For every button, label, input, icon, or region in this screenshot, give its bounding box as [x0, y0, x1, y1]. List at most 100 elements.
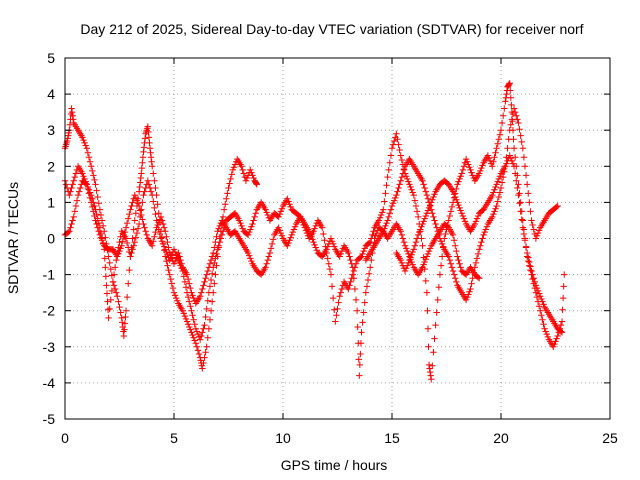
data-point	[554, 332, 561, 340]
data-point	[267, 245, 275, 252]
data-point	[449, 267, 457, 275]
data-point	[430, 349, 437, 356]
data-point	[287, 203, 294, 211]
data-point	[313, 247, 320, 254]
x-tick-label: 20	[493, 430, 509, 446]
data-point	[179, 307, 186, 314]
data-point	[143, 231, 150, 239]
data-point	[131, 238, 138, 246]
data-point	[426, 365, 433, 372]
data-point	[484, 152, 492, 159]
data-point	[517, 208, 524, 215]
data-point	[162, 246, 169, 253]
data-point	[468, 280, 475, 287]
data-point	[218, 231, 226, 239]
data-point	[189, 312, 196, 319]
data-point	[472, 218, 480, 225]
data-point	[409, 248, 416, 256]
data-point	[136, 183, 143, 191]
data-point	[351, 285, 359, 293]
data-point	[86, 194, 94, 202]
data-point	[62, 181, 70, 188]
data-point	[190, 294, 197, 302]
data-point	[414, 231, 422, 239]
data-point	[72, 170, 80, 177]
data-point	[111, 285, 119, 293]
data-point	[405, 178, 412, 185]
data-point	[199, 285, 206, 293]
data-point	[459, 166, 467, 174]
data-point	[526, 199, 533, 206]
series-track2	[61, 80, 568, 383]
data-point	[406, 256, 413, 264]
data-point	[199, 329, 206, 336]
data-point	[338, 247, 346, 255]
data-point	[477, 242, 484, 249]
data-point	[413, 208, 421, 215]
data-point	[229, 166, 237, 174]
data-point	[334, 305, 341, 313]
data-point	[324, 255, 331, 262]
data-point	[407, 254, 414, 261]
data-point	[388, 145, 396, 152]
data-point	[92, 181, 99, 188]
data-point	[138, 170, 145, 177]
data-point	[212, 271, 219, 278]
data-point	[141, 188, 148, 195]
data-point	[426, 368, 434, 376]
data-point	[277, 229, 285, 237]
data-point	[420, 261, 427, 268]
data-point	[172, 294, 180, 302]
data-point	[530, 226, 537, 233]
data-point	[539, 298, 546, 305]
data-point	[116, 238, 123, 246]
data-point	[445, 217, 452, 224]
data-point	[511, 154, 519, 161]
data-point	[132, 210, 140, 217]
data-point	[215, 242, 222, 249]
data-point	[137, 179, 144, 186]
data-point	[152, 184, 159, 192]
data-point	[127, 206, 134, 213]
y-tick-label: -1	[43, 267, 56, 283]
data-point	[453, 247, 460, 255]
data-point	[359, 319, 366, 326]
data-point	[395, 184, 402, 192]
data-point	[505, 136, 512, 143]
data-point	[352, 296, 360, 304]
data-point	[97, 234, 105, 241]
data-point	[376, 214, 384, 221]
data-point	[151, 177, 158, 184]
data-point	[400, 238, 408, 246]
data-point	[426, 245, 434, 252]
data-point	[356, 372, 363, 379]
data-point	[460, 215, 468, 222]
data-point	[67, 224, 74, 231]
data-point	[462, 296, 470, 304]
data-point	[385, 213, 392, 221]
data-point	[121, 326, 128, 333]
data-point	[398, 259, 406, 267]
data-point	[395, 141, 402, 148]
data-point	[207, 256, 215, 264]
data-point	[171, 248, 179, 256]
data-point	[559, 306, 566, 313]
data-point	[275, 213, 282, 221]
data-point	[559, 294, 567, 302]
data-point	[212, 238, 219, 246]
data-point	[146, 184, 154, 192]
data-point	[405, 259, 412, 267]
data-point	[418, 223, 425, 230]
series-track4	[362, 105, 561, 304]
data-point	[139, 199, 146, 206]
data-point	[126, 210, 133, 218]
data-point	[332, 318, 339, 325]
data-point	[535, 302, 543, 310]
data-point	[278, 205, 286, 212]
data-point	[129, 235, 136, 242]
data-point	[398, 156, 406, 164]
data-point	[123, 293, 131, 301]
data-point	[98, 217, 106, 224]
data-point	[453, 278, 460, 286]
data-point	[140, 144, 148, 151]
